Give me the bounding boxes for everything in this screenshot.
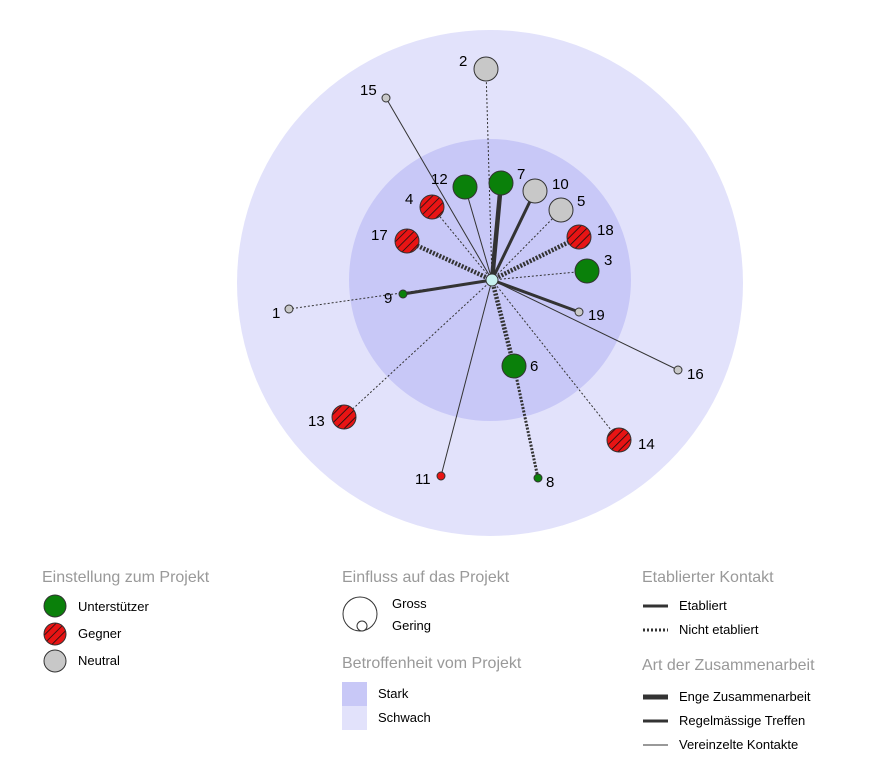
stakeholder-node-1[interactable] [284, 304, 294, 314]
legend-cooperation-title: Art der Zusammenarbeit [642, 657, 815, 674]
legend-contact: Etablierter Kontakt Etabliert Nicht etab… [642, 569, 774, 637]
legend-contact-title: Etablierter Kontakt [642, 569, 774, 586]
stakeholder-node-3[interactable] [574, 258, 600, 284]
stakeholder-node-18[interactable] [566, 224, 592, 250]
stakeholder-node-12[interactable] [452, 174, 478, 200]
legend-affectedness: Betroffenheit vom Projekt Stark Schwach [342, 655, 522, 730]
link-6 [489, 279, 517, 367]
legend-not-established-label: Nicht etabliert [679, 622, 759, 637]
legend-influence: Einfluss auf das Projekt Gross Gering [342, 569, 510, 633]
legend-attitude-title: Einstellung zum Projekt [42, 569, 210, 586]
link-8 [512, 365, 540, 479]
stakeholder-label-10: 10 [552, 176, 569, 193]
link-17 [406, 238, 493, 283]
link-13 [343, 279, 493, 418]
center-node [485, 273, 499, 287]
legend-neutral-label: Neutral [78, 653, 120, 668]
link-18 [491, 234, 580, 283]
stakeholder-node-17[interactable] [394, 228, 420, 254]
stakeholder-node-13[interactable] [331, 404, 357, 430]
stakeholder-node-2[interactable] [473, 56, 499, 82]
opponent-legend-swatch [43, 622, 67, 646]
stakeholder-node-19[interactable] [574, 307, 584, 317]
link-5 [491, 209, 562, 281]
stakeholder-node-6[interactable] [501, 353, 527, 379]
stakeholder-node-5[interactable] [548, 197, 574, 223]
neutral-legend-swatch [43, 649, 67, 673]
stakeholder-label-14: 14 [638, 436, 655, 453]
links-layer [288, 68, 679, 479]
legend-regular-label: Regelmässige Treffen [679, 713, 805, 728]
stakeholder-node-11[interactable] [436, 471, 446, 481]
link-7 [489, 182, 504, 281]
stakeholder-label-3: 3 [604, 252, 612, 269]
stakeholder-label-16: 16 [687, 366, 704, 383]
link-10 [490, 190, 537, 281]
stakeholder-label-7: 7 [517, 166, 525, 183]
stakeholder-label-19: 19 [588, 307, 605, 324]
stakeholder-label-8: 8 [546, 474, 554, 491]
link-12 [464, 186, 493, 281]
stakeholder-node-14[interactable] [606, 427, 632, 453]
legend-supporter-label: Unterstützer [78, 599, 149, 614]
legend-established-label: Etabliert [679, 598, 727, 613]
link-11 [440, 279, 493, 477]
legend-cooperation: Art der Zusammenarbeit Enge Zusammenarbe… [642, 657, 815, 752]
stakeholder-label-1: 1 [272, 305, 280, 322]
small-influence-swatch [356, 620, 368, 632]
weak-affectedness-swatch [342, 706, 367, 730]
legend-large-label: Gross [392, 596, 427, 611]
stakeholder-label-11: 11 [415, 471, 431, 488]
link-9 [402, 278, 493, 296]
link-15 [385, 97, 493, 281]
stakeholder-node-10[interactable] [522, 178, 548, 204]
link-16 [491, 279, 679, 371]
legend-strong-label: Stark [378, 686, 409, 701]
legend-affectedness-title: Betroffenheit vom Projekt [342, 655, 522, 672]
stakeholder-label-15: 15 [360, 82, 377, 99]
legend-opponent-label: Gegner [78, 626, 122, 641]
legend-small-label: Gering [392, 618, 431, 633]
stakeholder-node-15[interactable] [381, 93, 391, 103]
link-19 [491, 278, 580, 314]
stakeholder-node-8[interactable] [533, 473, 543, 483]
stakeholder-label-6: 6 [530, 358, 538, 375]
stakeholder-node-7[interactable] [488, 170, 514, 196]
supporter-legend-swatch [43, 594, 67, 618]
stakeholder-node-16[interactable] [673, 365, 683, 375]
stakeholder-node-9[interactable] [398, 289, 408, 299]
legend-influence-title: Einfluss auf das Projekt [342, 569, 510, 586]
stakeholder-label-13: 13 [308, 413, 325, 430]
strong-affectedness-swatch [342, 682, 367, 706]
stakeholder-label-5: 5 [577, 193, 585, 210]
legend-attitude: Einstellung zum Projekt Unterstützer Geg… [42, 569, 210, 673]
stakeholder-label-4: 4 [405, 191, 413, 208]
stakeholder-label-9: 9 [384, 290, 392, 307]
stakeholder-label-12: 12 [431, 171, 448, 188]
legend-close-label: Enge Zusammenarbeit [679, 689, 811, 704]
stakeholder-node-4[interactable] [419, 194, 445, 220]
stakeholder-label-18: 18 [597, 222, 614, 239]
legend-sporadic-label: Vereinzelte Kontakte [679, 737, 798, 752]
stakeholder-label-17: 17 [371, 227, 388, 244]
stakeholder-label-2: 2 [459, 53, 467, 70]
legend-weak-label: Schwach [378, 710, 431, 725]
link-2 [485, 68, 493, 281]
